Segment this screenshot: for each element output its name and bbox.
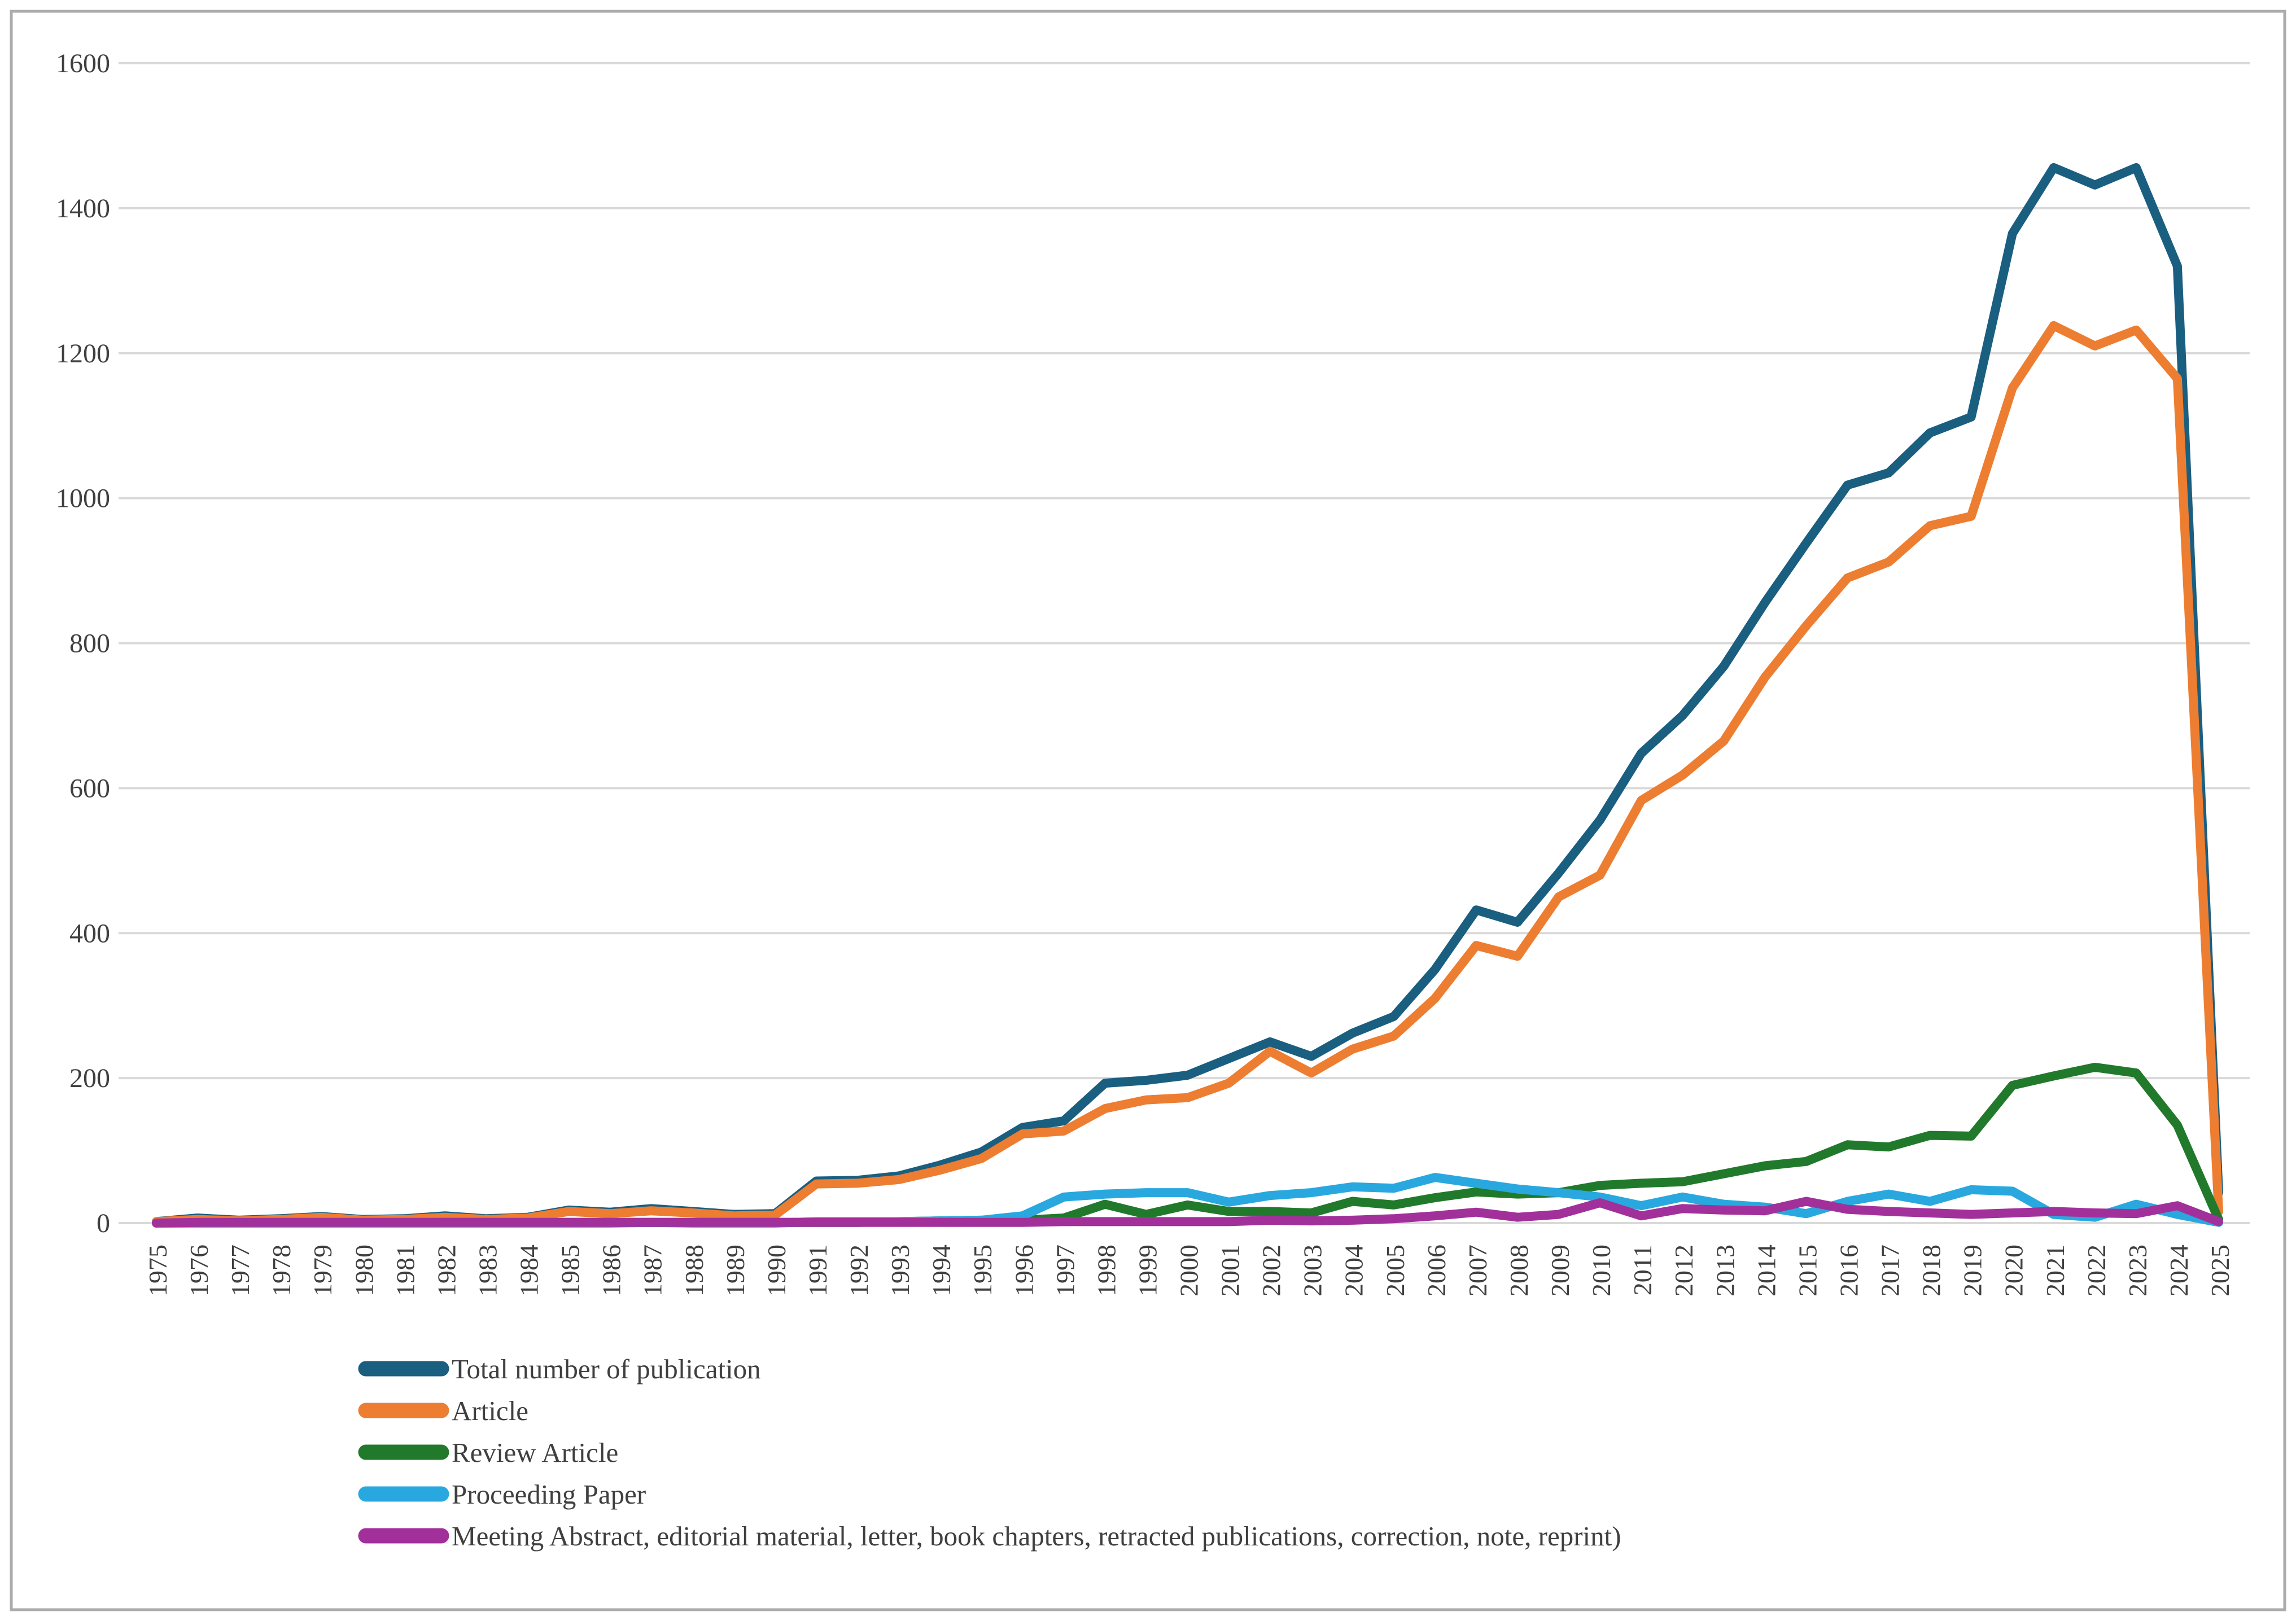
- x-axis-tick-label: 2004: [1340, 1245, 1368, 1296]
- x-axis-tick-label: 2021: [2041, 1245, 2070, 1296]
- x-axis-tick-label: 2008: [1505, 1245, 1533, 1296]
- x-axis-tick-label: 2019: [1958, 1245, 1987, 1296]
- x-axis-tick-label: 1975: [143, 1245, 172, 1296]
- x-axis-tick-label: 2006: [1422, 1245, 1451, 1296]
- x-axis-tick-label: 2015: [1793, 1245, 1822, 1296]
- x-axis-tick-label: 1997: [1051, 1245, 1079, 1296]
- x-axis-tick-label: 1985: [556, 1245, 585, 1296]
- x-axis-tick-label: 2001: [1216, 1245, 1245, 1296]
- x-axis-tick-label: 1999: [1133, 1245, 1162, 1296]
- y-axis-tick-label: 1000: [56, 484, 110, 514]
- x-axis-tick-label: 2013: [1711, 1245, 1739, 1296]
- y-axis-tick-label: 1200: [56, 339, 110, 369]
- x-axis-tick-label: 2023: [2123, 1245, 2152, 1296]
- x-axis-tick-label: 2011: [1628, 1245, 1657, 1295]
- x-axis-tick-label: 2018: [1917, 1245, 1946, 1296]
- y-axis-tick-label: 200: [69, 1063, 110, 1093]
- x-axis-tick-label: 2017: [1876, 1245, 1905, 1296]
- x-axis-tick-label: 1986: [597, 1245, 626, 1296]
- x-axis-tick-label: 2010: [1587, 1245, 1616, 1296]
- x-axis-tick-label: 2024: [2164, 1245, 2193, 1296]
- x-axis-tick-label: 2005: [1381, 1245, 1410, 1296]
- x-axis-tick-label: 1979: [308, 1245, 337, 1296]
- x-axis-tick-label: 2022: [2082, 1245, 2111, 1296]
- y-axis-tick-label: 0: [97, 1208, 110, 1238]
- x-axis-tick-label: 1984: [515, 1245, 544, 1296]
- x-axis-tick-label: 1983: [473, 1245, 502, 1296]
- legend-label-article: Article: [452, 1395, 528, 1426]
- chart-frame-border: [10, 10, 2286, 1611]
- x-axis-tick-label: 2025: [2206, 1245, 2234, 1296]
- legend-label-total-number-of-publication: Total number of publication: [452, 1353, 761, 1385]
- x-axis-tick-label: 1994: [927, 1245, 956, 1296]
- x-axis-tick-label: 1976: [185, 1245, 213, 1296]
- x-axis-tick-label: 1991: [803, 1245, 832, 1296]
- legend-label-meeting-abstract-editorial-mat: Meeting Abstract, editorial material, le…: [452, 1521, 1621, 1552]
- y-axis-tick-label: 800: [69, 629, 110, 659]
- series-line-meeting-abstract-editorial-material-lett: [152, 1197, 2223, 1228]
- x-axis-tick-label: 2012: [1669, 1245, 1698, 1296]
- x-axis-tick-label: 2009: [1546, 1245, 1575, 1296]
- x-axis-tick-label: 1982: [432, 1245, 461, 1296]
- x-axis-tick-label: 1995: [968, 1245, 997, 1296]
- x-axis-tick-label: 2002: [1257, 1245, 1286, 1296]
- x-axis-tick-label: 2003: [1298, 1245, 1327, 1296]
- x-axis-tick-label: 1993: [886, 1245, 915, 1296]
- x-axis-tick-label: 2000: [1175, 1245, 1204, 1296]
- x-axis-tick-label: 2020: [2000, 1245, 2028, 1296]
- x-axis-tick-label: 1981: [391, 1245, 419, 1296]
- x-axis-tick-label: 1998: [1092, 1245, 1121, 1296]
- x-axis-tick-label: 2007: [1463, 1245, 1492, 1296]
- x-axis-tick-label: 2014: [1752, 1245, 1781, 1296]
- x-axis-tick-label: 1990: [762, 1245, 791, 1296]
- x-axis-tick-label: 1988: [680, 1245, 709, 1296]
- x-axis-tick-label: 1977: [226, 1245, 255, 1296]
- y-axis-tick-label: 600: [69, 773, 110, 803]
- x-axis-tick-label: 1978: [267, 1245, 296, 1296]
- x-axis-tick-label: 1987: [638, 1245, 667, 1296]
- x-axis-tick-label: 1996: [1009, 1245, 1038, 1296]
- y-axis-tick-label: 1600: [56, 49, 110, 78]
- y-axis-tick-label: 1400: [56, 194, 110, 224]
- x-axis-tick-label: 2016: [1834, 1245, 1863, 1296]
- x-axis-tick-label: 1980: [349, 1245, 378, 1296]
- y-axis-tick-label: 400: [69, 918, 110, 948]
- x-axis-tick-label: 1989: [721, 1245, 750, 1296]
- x-axis-tick-label: 1992: [845, 1245, 873, 1296]
- legend-label-proceeding-paper: Proceeding Paper: [452, 1479, 646, 1510]
- legend-label-review-article: Review Article: [452, 1437, 618, 1468]
